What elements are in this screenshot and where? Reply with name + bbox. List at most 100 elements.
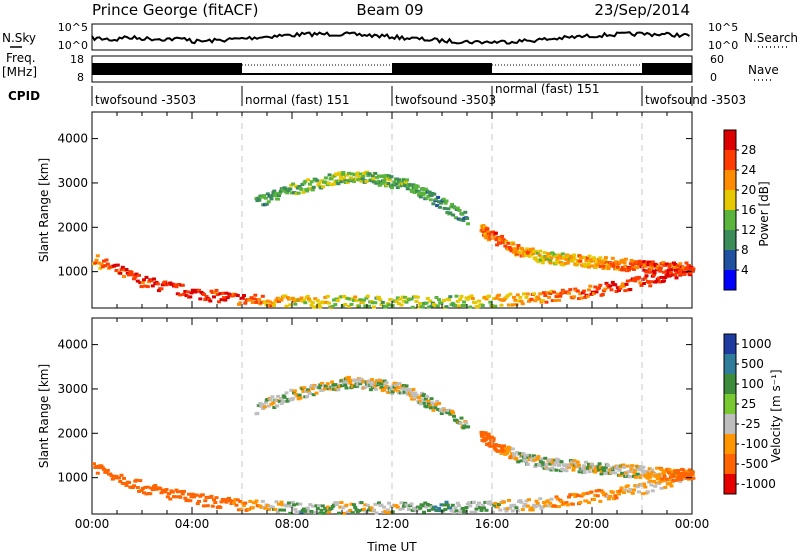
echo-cell	[394, 299, 399, 303]
echo-cell	[305, 506, 310, 510]
echo-cell	[667, 268, 671, 272]
echo-cell	[242, 503, 246, 507]
echo-cell	[512, 250, 516, 254]
echo-cell	[419, 191, 424, 195]
echo-cell	[394, 182, 399, 186]
echo-cell	[532, 458, 537, 462]
echo-cell	[150, 284, 155, 288]
velocity-colorbar-swatch	[724, 414, 736, 435]
echo-cell	[222, 296, 226, 300]
echo-cell	[102, 467, 106, 471]
echo-cell	[202, 293, 206, 296]
echo-cell	[159, 287, 164, 291]
echo-cell	[560, 288, 565, 292]
echo-cell	[642, 260, 646, 264]
echo-cell	[384, 173, 389, 177]
echo-cell	[276, 394, 281, 398]
echo-cell	[320, 179, 325, 183]
echo-cell	[323, 384, 328, 388]
echo-cell	[405, 504, 410, 508]
echo-cell	[235, 498, 240, 502]
echo-cell	[105, 468, 110, 472]
echo-cell	[572, 257, 577, 261]
echo-cell	[630, 491, 635, 495]
y-tick-label: 4000	[57, 338, 88, 352]
echo-cell	[282, 395, 287, 399]
power-colorbar: 28 24 20 16 12 8 4	[723, 129, 756, 291]
echo-cell	[322, 511, 326, 515]
echo-cell	[503, 244, 508, 248]
echo-cell	[335, 179, 340, 183]
echo-cell	[277, 400, 282, 404]
echo-cell	[413, 295, 418, 299]
echo-cell	[567, 495, 571, 499]
echo-cell	[571, 468, 576, 472]
echo-cell	[330, 385, 335, 389]
echo-cell	[640, 277, 645, 281]
echo-cell	[627, 470, 631, 474]
echo-cell	[515, 252, 520, 256]
echo-cell	[317, 504, 321, 508]
echo-cell	[373, 384, 378, 388]
echo-cell	[262, 405, 267, 409]
noise-tick-left-bottom: 10^0	[58, 39, 88, 52]
echo-cell	[460, 506, 465, 510]
echo-cell	[555, 256, 560, 260]
echo-cell	[425, 297, 430, 300]
echo-cell	[509, 249, 514, 253]
echo-cell	[179, 490, 184, 493]
echo-cell	[439, 412, 444, 415]
echo-cell	[139, 489, 144, 493]
echo-cell	[100, 265, 105, 269]
echo-cell	[518, 295, 523, 299]
echo-cell	[365, 503, 370, 507]
echo-cell	[354, 508, 359, 512]
nave-tick-bottom: 0	[710, 71, 717, 84]
echo-cell	[555, 497, 560, 501]
echo-cell	[659, 486, 664, 490]
echo-cell	[317, 386, 322, 390]
echo-cell	[540, 299, 545, 303]
echo-cell	[603, 492, 608, 496]
echo-cell	[317, 302, 321, 306]
echo-cell	[363, 503, 368, 507]
echo-cell	[127, 481, 131, 484]
echo-cell	[673, 263, 678, 266]
echo-cell	[500, 234, 505, 238]
echo-cell	[333, 303, 338, 307]
echo-cell	[322, 301, 326, 305]
echo-cell	[524, 295, 529, 299]
echo-cell	[430, 401, 435, 405]
echo-cell	[315, 179, 320, 183]
echo-cell	[418, 402, 423, 406]
echo-cell	[575, 289, 580, 293]
velocity-colorbar-swatch	[724, 334, 736, 355]
echo-cell	[598, 499, 603, 503]
echo-cell	[449, 509, 454, 513]
echo-cell	[491, 437, 496, 441]
echo-cell	[644, 274, 649, 278]
echo-cell	[310, 504, 315, 508]
echo-cell	[321, 185, 326, 189]
echo-cell	[633, 279, 638, 283]
echo-cell	[278, 189, 283, 193]
echo-cell	[418, 302, 423, 305]
echo-cell	[462, 300, 466, 304]
echo-cell	[673, 469, 678, 473]
echo-cell	[119, 473, 124, 477]
echo-cell	[337, 172, 342, 176]
echo-cell	[379, 382, 384, 386]
echo-cell	[398, 297, 403, 301]
echo-cell	[212, 295, 216, 299]
echo-cell	[182, 292, 186, 296]
echo-cell	[275, 296, 280, 300]
echo-cell	[163, 280, 168, 284]
echo-cell	[213, 501, 218, 504]
echo-cell	[614, 496, 619, 500]
echo-cell	[278, 397, 283, 400]
echo-cell	[662, 279, 666, 283]
echo-cell	[375, 379, 380, 383]
echo-cell	[343, 179, 348, 183]
echo-cell	[610, 280, 615, 284]
echo-cell	[125, 271, 130, 275]
